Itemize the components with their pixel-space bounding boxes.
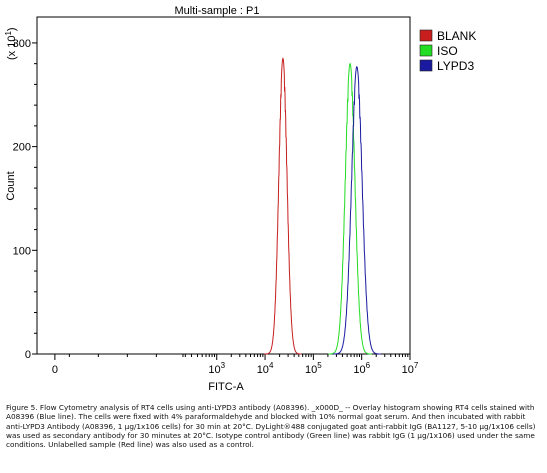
figure-caption: Figure 5. Flow Cytometry analysis of RT4… bbox=[6, 403, 536, 450]
x-axis-label: FITC-A bbox=[208, 381, 244, 393]
x-tick-base: 10 bbox=[353, 364, 365, 376]
histogram-series bbox=[264, 57, 381, 355]
x-tick-exponent: 3 bbox=[221, 361, 226, 370]
x-tick-base: 10 bbox=[402, 364, 414, 376]
legend-label-lypd3: LYPD3 bbox=[437, 59, 474, 73]
x-tick-base: 10 bbox=[305, 364, 317, 376]
y-tick-label: 200 bbox=[13, 142, 31, 154]
x-tick-label: 106 bbox=[353, 361, 370, 376]
flow-cytometry-chart: Multi-sample : P1 (x 101) Count FITC-A 0… bbox=[4, 5, 476, 393]
y-tick-label: 100 bbox=[13, 245, 31, 257]
legend-label-iso: ISO bbox=[437, 44, 458, 58]
x-tick-exponent: 7 bbox=[414, 361, 419, 370]
x-tick-base: 0 bbox=[52, 364, 58, 376]
y-multiplier-suffix: ) bbox=[6, 27, 18, 31]
x-tick-base: 10 bbox=[208, 364, 220, 376]
chart-title: Multi-sample : P1 bbox=[175, 5, 260, 17]
y-multiplier-exponent: 1 bbox=[4, 31, 13, 36]
x-tick-exponent: 5 bbox=[317, 361, 322, 370]
y-tick-label: 300 bbox=[13, 38, 31, 50]
x-tick-label: 103 bbox=[208, 361, 225, 376]
x-tick-label: 0 bbox=[52, 364, 58, 376]
legend-swatch-lypd3 bbox=[419, 59, 433, 72]
x-tick-exponent: 4 bbox=[269, 361, 274, 370]
series-iso-line bbox=[328, 62, 372, 355]
y-axis-label: Count bbox=[5, 171, 17, 200]
x-tick-exponent: 6 bbox=[366, 361, 371, 370]
series-blank-line bbox=[264, 57, 302, 355]
legend-label-blank: BLANK bbox=[437, 29, 476, 43]
y-axis: 0 100 200 300 bbox=[13, 38, 37, 361]
x-axis: 0 103 104 105 106 107 bbox=[52, 354, 419, 376]
y-multiplier-label: (x 101) bbox=[4, 27, 18, 60]
x-tick-label: 104 bbox=[257, 361, 274, 376]
x-tick-base: 10 bbox=[257, 364, 269, 376]
x-tick-label: 105 bbox=[305, 361, 322, 376]
y-tick-label: 0 bbox=[25, 349, 31, 361]
series-lypd3-line bbox=[332, 65, 381, 355]
legend-swatch-blank bbox=[419, 29, 433, 42]
plot-frame bbox=[36, 16, 411, 355]
y-multiplier-prefix: (x 10 bbox=[6, 36, 18, 60]
legend-swatch-iso bbox=[419, 44, 433, 57]
x-tick-label: 107 bbox=[402, 361, 419, 376]
